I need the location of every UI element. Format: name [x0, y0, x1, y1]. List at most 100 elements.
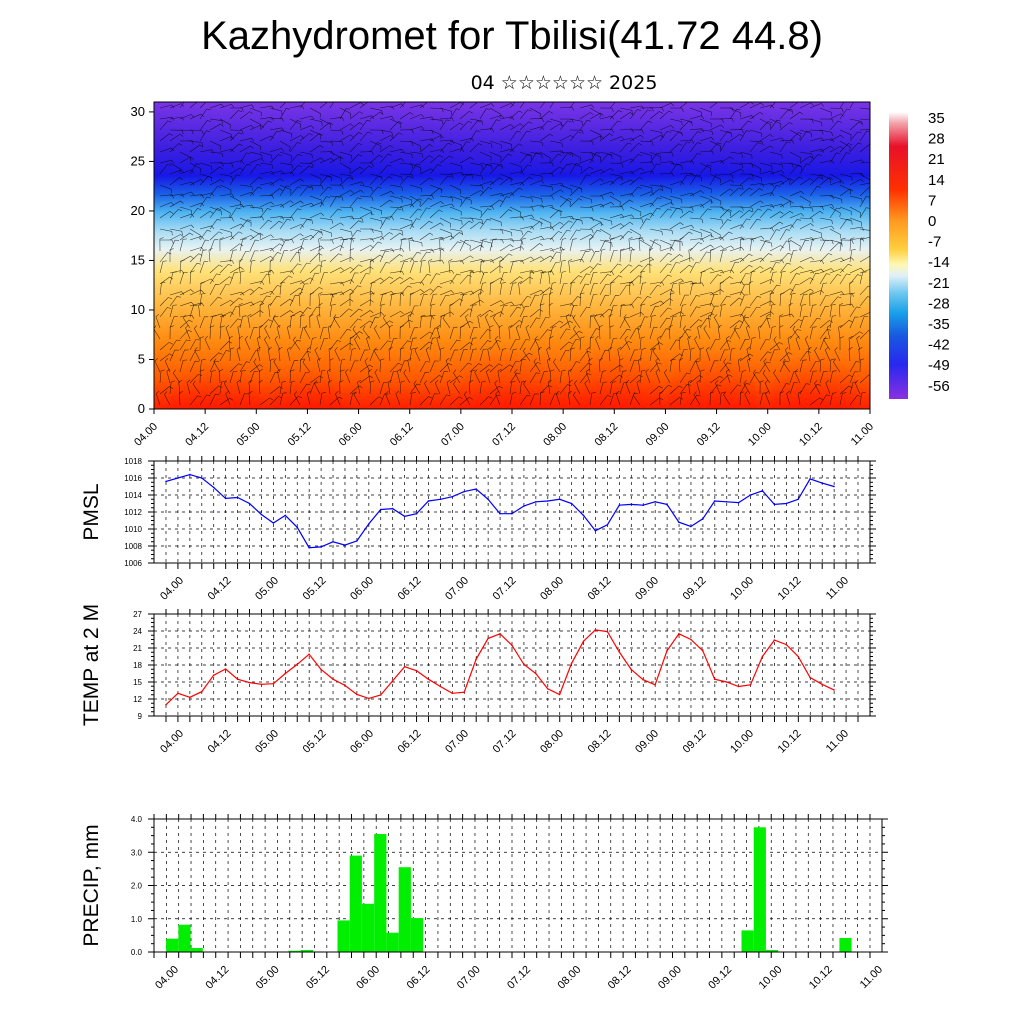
wind-barb: [238, 336, 243, 351]
wind-barb: [729, 328, 740, 340]
wind-barb: [854, 380, 861, 395]
wind-barb: [169, 271, 178, 285]
wind-barb: [859, 144, 870, 153]
wind-barb: [515, 324, 521, 340]
wind-barb: [219, 284, 230, 296]
data-point: [439, 685, 442, 688]
wind-barb: [259, 219, 273, 230]
wind-barb: [799, 151, 813, 158]
wind-barb: [599, 294, 610, 307]
wind-barb: [179, 151, 191, 162]
wind-barb: [659, 125, 675, 131]
wind-barb: [619, 230, 633, 241]
wind-barb: [519, 276, 534, 285]
wind-barb: [259, 151, 273, 160]
wind-barb: [649, 163, 661, 175]
wind-barb: [429, 149, 445, 153]
wind-barb: [769, 349, 779, 362]
wind-barb: [759, 134, 774, 142]
wind-barb: [349, 237, 356, 252]
wind-barb: [189, 102, 203, 109]
data-point: [368, 523, 370, 525]
wind-barb: [533, 358, 541, 373]
wind-barb: [399, 129, 414, 134]
wind-barb: [669, 239, 683, 246]
wind-barb: [339, 228, 353, 237]
wind-barb: [679, 206, 694, 212]
wind-barb: [829, 180, 845, 186]
wind-barb: [219, 260, 235, 264]
wind-barb: [439, 195, 454, 202]
wind-barb: [204, 336, 211, 351]
data-point: [666, 650, 668, 652]
wind-barb: [729, 261, 740, 274]
wind-barb: [639, 202, 655, 208]
wind-barb: [593, 314, 601, 329]
wind-barb: [489, 151, 502, 161]
wind-barb: [199, 102, 207, 109]
wind-barb: [279, 108, 291, 120]
wind-barb: [539, 303, 545, 318]
wind-barb: [229, 291, 245, 296]
wind-barb: [523, 380, 531, 395]
wind-barb: [819, 225, 835, 230]
wind-barb: [449, 217, 463, 225]
wind-barb: [549, 320, 564, 329]
wind-barb: [409, 289, 424, 296]
data-point: [833, 485, 835, 488]
wind-barb: [269, 178, 284, 186]
wind-barb: [279, 275, 293, 285]
wind-barb: [659, 252, 673, 263]
wind-barb: [219, 228, 233, 237]
wind-barb: [499, 301, 515, 307]
wind-barb: [619, 221, 634, 230]
wind-barb: [629, 167, 644, 175]
wind-barb: [779, 229, 791, 241]
wind-barb: [236, 379, 241, 395]
wind-barb: [219, 341, 233, 351]
wind-barb: [269, 117, 284, 122]
wind-barb: [289, 369, 295, 384]
wind-barb: [209, 370, 216, 384]
data-point: [833, 689, 835, 691]
x-tick-label: 07.12: [491, 728, 519, 756]
wind-barb: [439, 139, 454, 144]
wind-barb: [369, 111, 384, 120]
wind-barb: [335, 390, 341, 406]
wind-barb: [509, 392, 517, 406]
wind-barb: [529, 339, 540, 351]
wind-barb: [259, 208, 272, 219]
wind-barb: [539, 110, 553, 120]
wind-barb: [439, 290, 455, 296]
wind-barb: [349, 248, 355, 263]
wind-barb: [489, 340, 502, 351]
wind-barb: [349, 166, 364, 175]
wind-barb: [399, 238, 406, 252]
wind-barb: [369, 228, 383, 236]
wind-barb: [249, 259, 256, 274]
x-tick-label: 07.12: [491, 575, 519, 603]
wind-barb: [649, 184, 664, 191]
wind-barb: [629, 177, 643, 186]
wind-barb: [659, 328, 671, 340]
wind-barb: [629, 248, 636, 263]
wind-barb: [569, 218, 581, 230]
wind-barb: [859, 330, 870, 340]
wind-barb: [339, 189, 354, 197]
wind-barb: [638, 237, 643, 252]
wind-barb: [759, 118, 771, 129]
wind-barb: [329, 222, 344, 230]
wind-barb: [489, 199, 504, 208]
wind-barb: [419, 220, 433, 230]
wind-barb: [299, 358, 305, 373]
wind-barb: [539, 391, 545, 406]
data-point: [427, 500, 430, 502]
wind-barb: [219, 193, 235, 198]
wind-barb: [209, 273, 221, 285]
wind-barb: [779, 252, 792, 263]
wind-barb: [419, 207, 431, 219]
wind-barb: [419, 251, 431, 263]
wind-barb: [299, 151, 313, 159]
wind-barb: [589, 203, 605, 208]
wind-barb: [369, 316, 380, 329]
